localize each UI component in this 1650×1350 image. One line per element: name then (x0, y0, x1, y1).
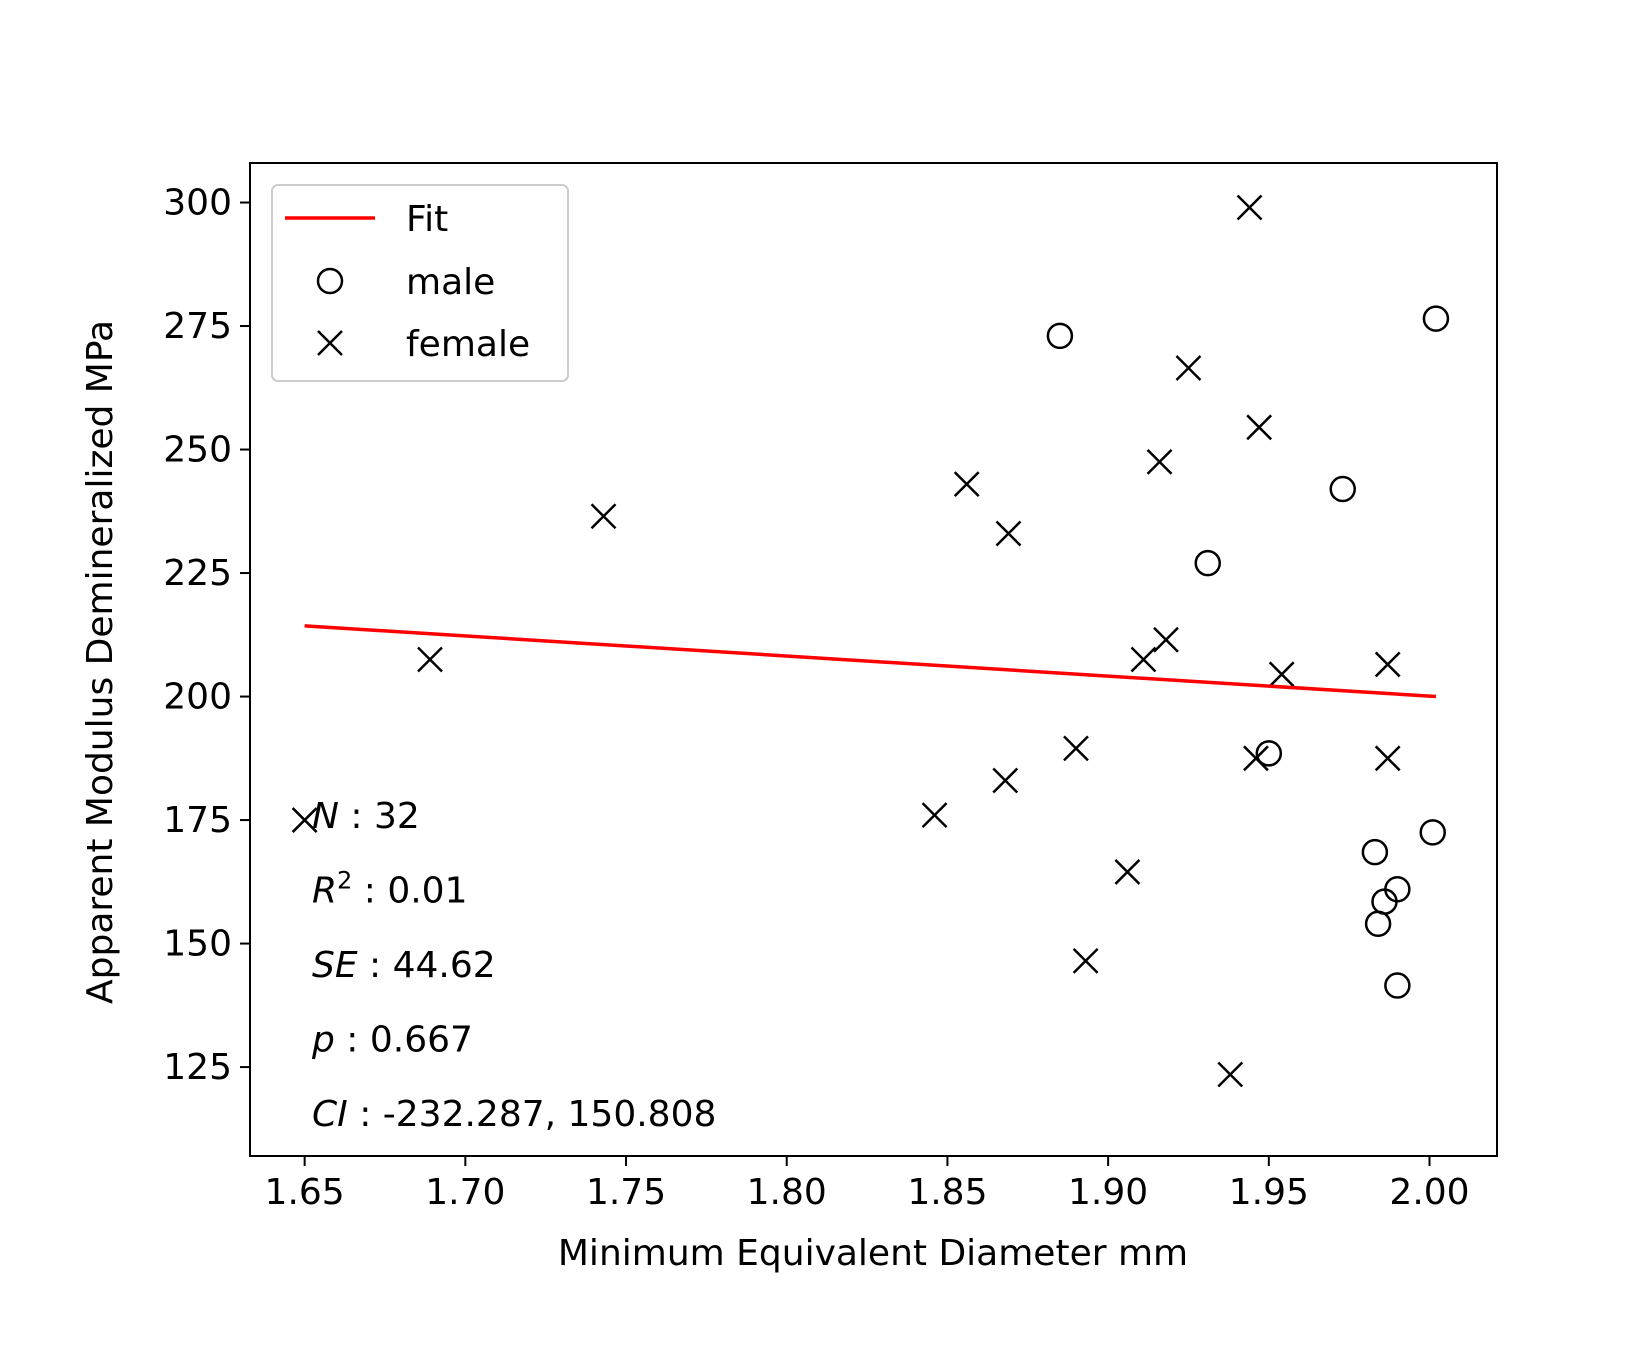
x-axis-label: Minimum Equivalent Diameter mm (558, 1233, 1188, 1274)
male-point (1384, 972, 1411, 999)
x-marker-stroke (1153, 626, 1179, 653)
female-point (1175, 355, 1202, 381)
stat-value: : 0.01 (352, 871, 467, 912)
y-tick-label: 300 (163, 183, 232, 224)
fit-line (304, 624, 1437, 699)
stat-label: N (312, 796, 339, 837)
y-tick-label: 150 (163, 924, 232, 965)
stat-n: N : 32 (312, 796, 420, 837)
stat-label: p (311, 1020, 335, 1061)
female-point (1374, 651, 1401, 678)
legend: Fit male female (271, 184, 569, 382)
x-marker-stroke (1217, 1061, 1244, 1088)
y-tick-label: 225 (163, 553, 232, 594)
legend-female-swatch (317, 330, 343, 356)
female-point (1072, 947, 1099, 974)
y-axis-label: Apparent Modulus Demineralized MPa (80, 320, 121, 1004)
stat-value: : -232.287, 150.808 (348, 1094, 717, 1135)
stat-label: R (312, 871, 337, 912)
y-tick-label: 250 (163, 430, 232, 471)
female-point (1130, 646, 1157, 673)
x-tick-label: 2.00 (1389, 1172, 1469, 1213)
x-marker-stroke (1246, 414, 1273, 441)
female-point (1246, 414, 1273, 441)
x-marker-stroke (1114, 859, 1141, 885)
male-point (1422, 305, 1450, 332)
female-point (1374, 745, 1401, 772)
stat-label: SE (312, 945, 358, 986)
axes-frame (249, 162, 1498, 1157)
female-point (995, 520, 1022, 547)
x-marker-stroke (995, 520, 1022, 547)
x-marker-stroke (1268, 661, 1295, 688)
female-point (921, 802, 948, 829)
male-point (1329, 475, 1356, 503)
stat-ci: CI : -232.287, 150.808 (312, 1094, 716, 1135)
x-tick-label: 1.90 (1068, 1172, 1148, 1213)
legend-box (271, 184, 569, 382)
x-marker-stroke (992, 767, 1019, 794)
female-point (1217, 1061, 1244, 1088)
female-point (1153, 626, 1179, 653)
legend-male-swatch (316, 267, 344, 295)
x-tick-label: 1.85 (907, 1172, 987, 1213)
x-marker-stroke (291, 807, 318, 833)
female-point (1243, 745, 1269, 772)
x-marker-stroke (1146, 449, 1173, 475)
female-point (590, 503, 617, 530)
x-marker-stroke (317, 330, 343, 356)
x-tick-label: 1.75 (586, 1172, 666, 1213)
stat-r: R2 : 0.01 (312, 867, 467, 912)
x-marker-stroke (1236, 194, 1263, 221)
legend-label: Fit (406, 199, 448, 240)
female-point (1268, 661, 1295, 688)
female-point (1146, 449, 1173, 475)
stat-p: p : 0.667 (311, 1020, 473, 1061)
x-marker-stroke (953, 471, 980, 498)
x-marker-stroke (1072, 947, 1099, 974)
y-tick-label: 125 (163, 1047, 232, 1088)
y-tick-label: 175 (163, 800, 232, 841)
x-marker-stroke (1374, 651, 1401, 678)
male-point (1194, 549, 1221, 577)
female-point (953, 471, 980, 498)
x-marker-stroke (1130, 646, 1157, 673)
legend-label: male (406, 262, 495, 303)
male-point (1255, 740, 1283, 767)
female-point (1063, 735, 1089, 762)
data-marks (291, 194, 1450, 1088)
x-marker-stroke (590, 503, 617, 530)
stat-se: SE : 44.62 (312, 945, 496, 986)
male-point (1046, 322, 1074, 350)
x-marker-stroke (921, 802, 948, 829)
stat-label: CI (312, 1094, 348, 1135)
x-marker-stroke (1063, 735, 1089, 762)
x-marker-stroke (1243, 745, 1269, 772)
x-tick-label: 1.95 (1229, 1172, 1309, 1213)
female-point (1114, 859, 1141, 885)
female-point (1236, 194, 1263, 221)
female-point (992, 767, 1019, 794)
x-tick-label: 1.70 (425, 1172, 505, 1213)
male-point (1419, 819, 1446, 846)
x-tick-label: 1.65 (265, 1172, 345, 1213)
female-point (417, 646, 443, 673)
x-tick-label: 1.80 (747, 1172, 827, 1213)
stat-value: : 44.62 (358, 945, 496, 986)
legend-label: female (406, 324, 530, 365)
male-point (1361, 838, 1389, 866)
x-marker-stroke (1374, 745, 1401, 772)
y-tick-label: 200 (163, 677, 232, 718)
x-marker-stroke (1175, 355, 1202, 381)
stat-value: : 0.667 (335, 1020, 473, 1061)
stat-value: : 32 (339, 796, 420, 837)
female-point (291, 807, 318, 833)
x-marker-stroke (417, 646, 443, 673)
male-point (1364, 910, 1392, 938)
y-tick-label: 275 (163, 306, 232, 347)
stat-superscript: 2 (337, 867, 352, 895)
axes: 1.65 1.70 1.75 1.80 1.85 1.90 1.95 2.00 125 150 17… (163, 162, 1498, 1213)
